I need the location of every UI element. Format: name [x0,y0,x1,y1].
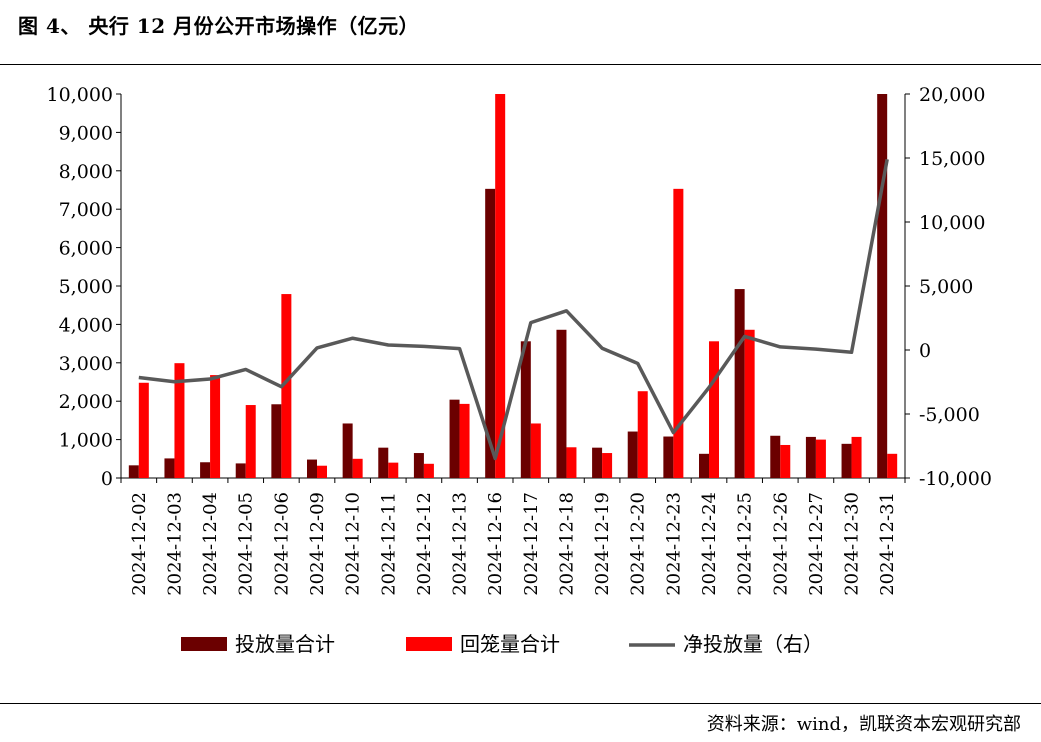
x-tick-label: 2024-12-24 [699,492,720,596]
bar-redemption [887,453,898,478]
bar-investment [200,462,211,478]
x-tick-label: 2024-12-25 [735,492,756,596]
bar-investment [877,94,888,478]
bar-redemption [673,188,684,478]
bar-investment [805,436,816,478]
bar-investment [271,404,282,478]
line-net-investment [138,158,889,461]
bar-investment [556,329,567,478]
left-tick-label: 3,000 [59,353,113,375]
bar-redemption [780,444,791,478]
bar-redemption [317,465,327,478]
bar-investment [164,458,175,478]
bar-redemption [709,341,719,478]
x-tick-label: 2024-12-05 [236,492,257,596]
legend-label-net: 净投放量（右） [683,632,823,656]
left-tick-label: 7,000 [59,199,113,221]
bar-investment [770,435,781,478]
bar-redemption [352,458,363,478]
x-tick-label: 2024-12-06 [271,492,292,596]
x-tick-label: 2024-12-27 [806,492,827,596]
x-tick-label: 2024-12-13 [450,492,471,596]
left-tick-label: 1,000 [59,430,113,452]
bar-investment [449,399,460,478]
right-tick-label: 15,000 [919,148,985,170]
x-tick-label: 2024-12-09 [307,492,328,596]
bar-investment [734,289,745,478]
bar-redemption [138,382,149,478]
bar-investment [413,453,424,478]
bar-redemption [744,329,755,478]
chart-canvas: 10,000 9,000 8,000 7,000 6,000 5,000 4,000 3,00… [47,84,992,656]
bar-investment [128,465,139,478]
bar-redemption [530,423,541,478]
x-tick-label: 2024-12-23 [663,492,684,596]
bar-redemption [495,94,506,478]
bar-redemption [566,447,577,478]
left-tick-label: 2,000 [59,391,113,413]
bar-redemption [245,405,256,478]
bar-investment [520,341,531,478]
left-tick-label: 4,000 [59,314,113,336]
bar-redemption [423,463,434,478]
bar-investment [307,459,317,478]
bar-redemption [281,294,292,478]
right-tick-label: 5,000 [919,276,973,298]
bar-investment [592,447,603,478]
x-tick-label: 2024-12-10 [343,492,364,596]
x-tick-label: 2024-12-12 [414,492,435,596]
left-tick-label: 10,000 [47,84,113,106]
x-tick-label: 2024-12-18 [556,492,577,596]
right-tick-label: 10,000 [919,212,985,234]
bar-investment [378,447,389,478]
footer-rule [0,703,1041,704]
bar-investment [663,436,674,478]
right-tick-label: 0 [919,340,931,362]
bar-investment [627,431,638,478]
x-tick-label: 2024-12-17 [521,492,542,596]
bar-redemption [210,375,221,478]
right-tick-label: -5,000 [919,404,980,426]
bar-investment [841,443,852,478]
legend-swatch-redemption [406,637,452,651]
legend: 投放量合计 回笼量合计 净投放量（右） [181,632,823,656]
left-tick-label: 8,000 [59,161,113,183]
x-tick-label: 2024-12-20 [628,492,649,596]
x-tick-label: 2024-12-26 [770,492,791,596]
x-tick-label: 2024-12-02 [129,492,150,596]
bar-investment [485,188,496,478]
bar-redemption [851,436,862,478]
chart-title: 图 4、 央行 12 月份公开市场操作（亿元） [18,14,420,38]
x-tick-label: 2024-12-30 [842,492,863,596]
right-tick-label: -10,000 [919,468,992,490]
title-rule [0,64,1041,65]
x-tick-label: 2024-12-19 [592,492,613,596]
left-tick-label: 5,000 [59,276,113,298]
bar-redemption [637,391,648,478]
bar-investment [342,423,353,478]
bar-investment [235,463,246,478]
right-tick-label: 20,000 [919,84,985,106]
legend-swatch-investment [181,637,227,651]
left-tick-label: 9,000 [59,122,113,144]
bar-redemption [602,453,613,478]
legend-label-redemption: 回笼量合计 [460,632,560,656]
legend-label-investment: 投放量合计 [235,632,335,656]
left-tick-label: 6,000 [59,238,113,260]
bar-redemption [815,439,826,478]
plot-area: 10,000 9,000 8,000 7,000 6,000 5,000 4,000 3,00… [47,84,992,596]
bar-redemption [388,462,399,478]
x-tick-label: 2024-12-16 [485,492,506,596]
source-note: 资料来源：wind，凯联资本宏观研究部 [706,714,1021,735]
x-tick-label: 2024-12-04 [200,492,221,596]
bar-investment [699,453,709,478]
bar-redemption [174,363,185,478]
left-tick-label: 0 [101,468,113,490]
x-tick-label: 2024-12-31 [877,492,898,596]
x-tick-label: 2024-12-03 [164,492,185,596]
x-tick-label: 2024-12-11 [378,492,399,596]
bar-redemption [459,403,470,478]
